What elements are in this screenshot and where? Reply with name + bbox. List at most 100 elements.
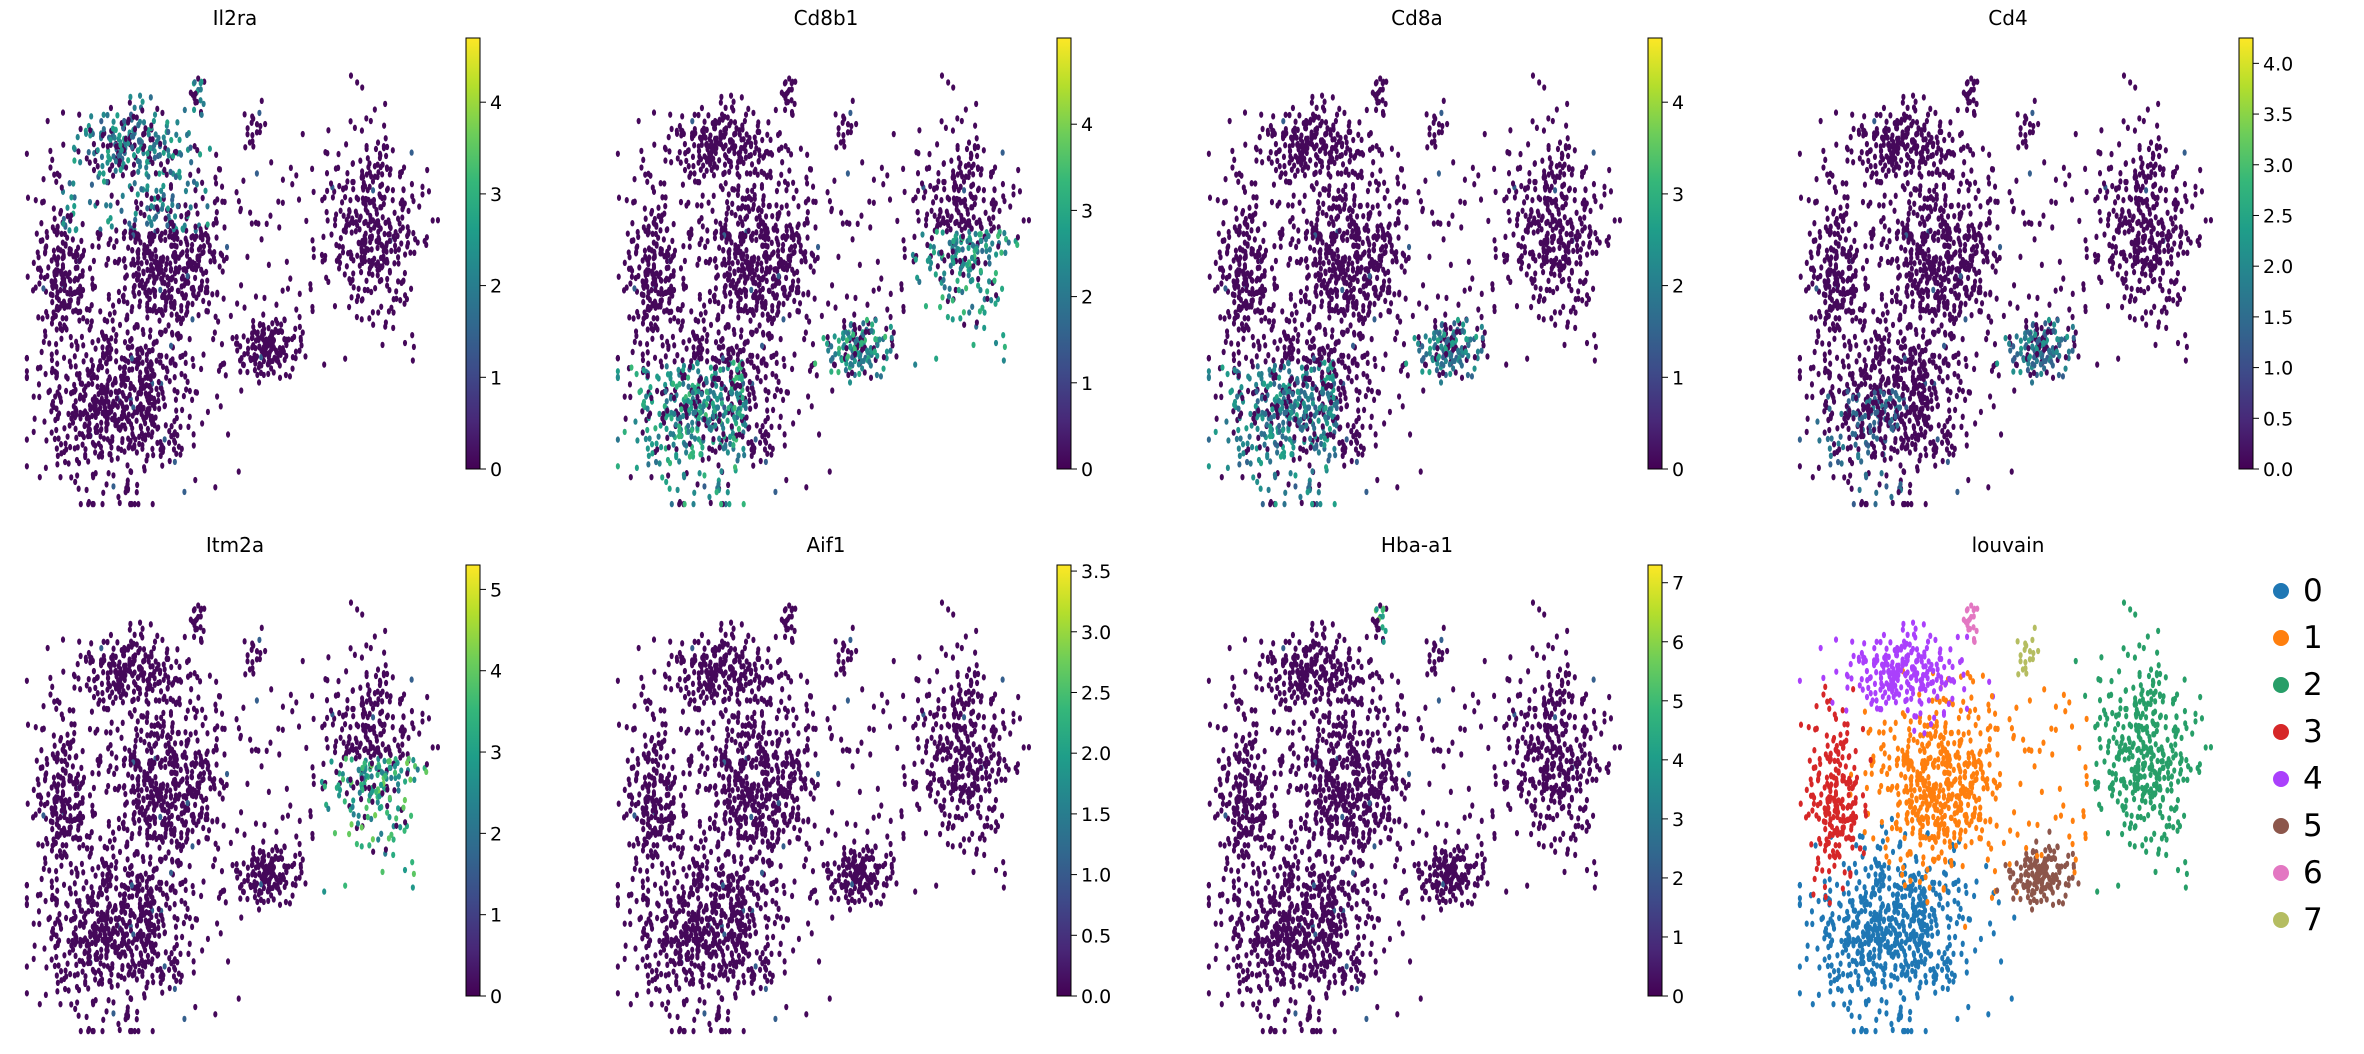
scatter-point [632,338,637,346]
scatter-point [389,247,394,255]
scatter-point [268,339,273,347]
scatter-point [764,173,769,181]
scatter-point [739,144,744,152]
scatter-point [747,378,752,386]
scatter-points [615,72,1032,508]
scatter-point [1280,426,1285,434]
scatter-point [699,202,704,209]
scatter-point [805,219,810,226]
scatter-point [639,164,644,171]
scatter-point [148,413,153,420]
scatter-point [743,339,748,346]
scatter-point [1332,500,1337,508]
scatter-point [675,306,680,313]
scatter-point [104,202,109,209]
scatter-point [150,346,155,354]
scatter-point [370,178,376,185]
scatter-point [756,294,761,301]
scatter-point [636,233,641,241]
scatter-point [64,373,69,380]
scatter-point [639,147,644,155]
scatter-point [717,435,722,442]
scatter-point [712,364,718,372]
scatter-point [343,228,348,235]
scatter-point [976,143,981,151]
scatter-point [274,347,279,354]
scatter-point [144,356,149,364]
scatter-point [1001,193,1006,200]
scatter-point [366,270,372,277]
scatter-point [148,94,153,101]
scatter-point [200,420,205,427]
scatter-point [205,408,210,416]
scatter-point [622,259,627,267]
scatter-point [696,414,701,422]
scatter-point [342,271,347,278]
scatter-point [958,183,963,191]
scatter-point [193,186,198,194]
scatter-point [95,422,100,430]
scatter-point [140,98,145,105]
scatter-point [177,173,182,181]
scatter-point [766,316,771,323]
scatter-point [952,173,957,181]
scatter-point [615,373,620,381]
scatter-point [717,244,722,251]
scatter-point [1278,363,1284,370]
scatter-point [98,358,103,365]
scatter-point [167,439,172,446]
scatter-point [124,375,129,383]
scatter-point [687,453,692,460]
scatter-point [250,132,255,139]
scatter-point [705,238,710,245]
scatter-point [1275,345,1280,352]
scatter-point [364,115,369,122]
scatter-point [179,251,184,258]
scatter-point [261,311,266,318]
scatter-point [351,185,356,193]
scatter-point [695,202,700,209]
scatter-point [691,344,696,351]
scatter-point [755,374,760,381]
scatter-point [791,235,796,243]
scatter-point [175,316,180,323]
scatter-point [705,143,710,150]
scatter-point [41,338,46,346]
scatter-point [865,301,870,308]
scatter-point [31,393,36,400]
scatter-point [849,122,854,130]
scatter-point [1334,399,1340,406]
scatter-point [332,302,338,310]
scatter-point [163,303,168,310]
scatter-point [813,360,818,367]
scatter-point [67,300,72,308]
scatter-point [722,404,727,411]
scatter-point [659,363,664,370]
scatter-point [650,450,655,457]
scatter-point [282,336,287,343]
scatter-point [925,211,930,218]
scatter-point [726,322,731,329]
scatter-point [961,271,966,278]
scatter-point [677,380,682,388]
scatter-point [303,353,308,360]
scatter-point [162,166,167,174]
scatter-point [960,261,965,269]
scatter-point [811,183,816,190]
scatter-point [89,301,94,309]
scatter-point [751,363,757,370]
scatter-point [385,275,390,283]
scatter-point [120,413,125,420]
scatter-point [131,256,136,263]
scatter-point [715,375,720,383]
scatter-point [1015,241,1020,249]
scatter-point [739,375,744,383]
scatter-point [789,226,794,233]
scatter-point [766,119,771,126]
scatter-point [190,233,195,240]
scatter-point [983,209,988,216]
scatter-point [58,473,63,481]
scatter-point [776,308,781,315]
scatter-point [690,389,695,396]
scatter-point [633,250,639,257]
